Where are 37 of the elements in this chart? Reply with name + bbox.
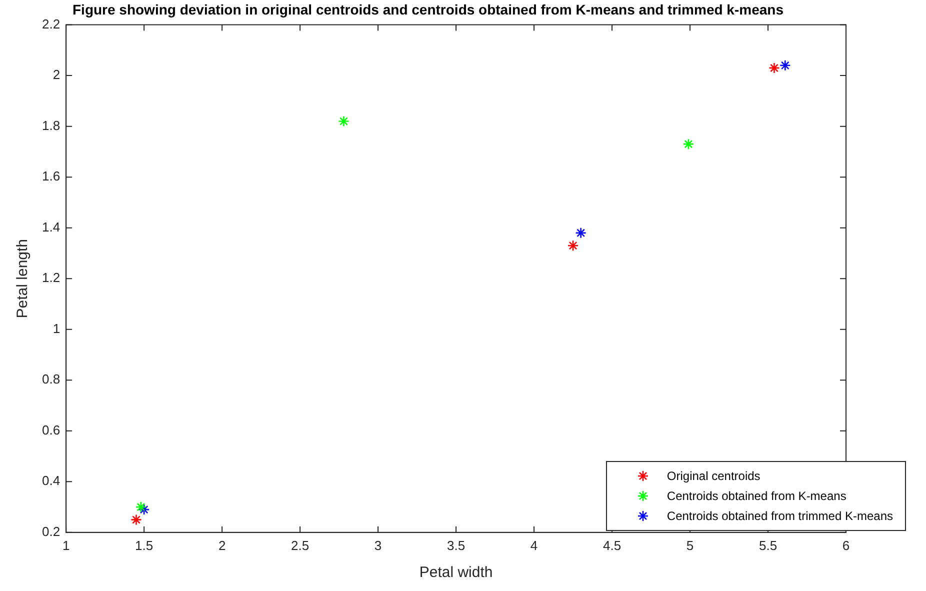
x-tick-label: 4.5 (602, 538, 622, 553)
x-tick-label: 1.5 (135, 538, 154, 553)
point (130, 514, 142, 526)
x-tick-label: 6 (842, 538, 850, 553)
y-tick-label: 1.8 (42, 118, 60, 133)
y-tick-label: 0.2 (42, 524, 60, 539)
x-tick-label: 3 (374, 538, 382, 553)
point (138, 504, 150, 516)
x-tick-label: 2 (218, 538, 226, 553)
point (682, 138, 694, 150)
y-tick-label: 0.8 (42, 372, 60, 387)
point (338, 116, 350, 127)
y-tick-label: 1.4 (42, 219, 60, 234)
point (135, 501, 147, 513)
legend-label: Centroids obtained from trimmed K-means (666, 509, 893, 523)
point (567, 240, 579, 252)
point (575, 227, 586, 239)
y-tick-label: 2 (52, 67, 60, 82)
legend-label: Original centroids (666, 469, 760, 483)
y-tick-label: 0.4 (42, 473, 60, 488)
y-axis-title: Petal length (14, 238, 32, 318)
point (768, 62, 780, 74)
x-tick-label: 4 (530, 538, 538, 553)
point (780, 60, 791, 72)
x-tick-label: 2.5 (291, 538, 310, 553)
y-tick-label: 1.2 (42, 270, 60, 286)
chart-title: Figure showing deviation in original centroids and centroids obtained from K-means and trimmed k-means (72, 1, 784, 18)
x-tick-label: 1 (62, 538, 70, 553)
y-tick-label: 1.6 (42, 168, 60, 184)
x-tick-label: 5 (686, 538, 694, 553)
legend-label: Centroids obtained from K-means (666, 489, 846, 503)
x-tick-label: 3.5 (446, 538, 466, 553)
y-tick-label: 0.6 (42, 422, 60, 438)
y-tick-label: 1 (52, 320, 60, 336)
x-axis-title: Petal width (419, 564, 493, 582)
y-tick-label: 2.2 (42, 16, 60, 32)
x-tick-label: 5.5 (758, 538, 778, 553)
